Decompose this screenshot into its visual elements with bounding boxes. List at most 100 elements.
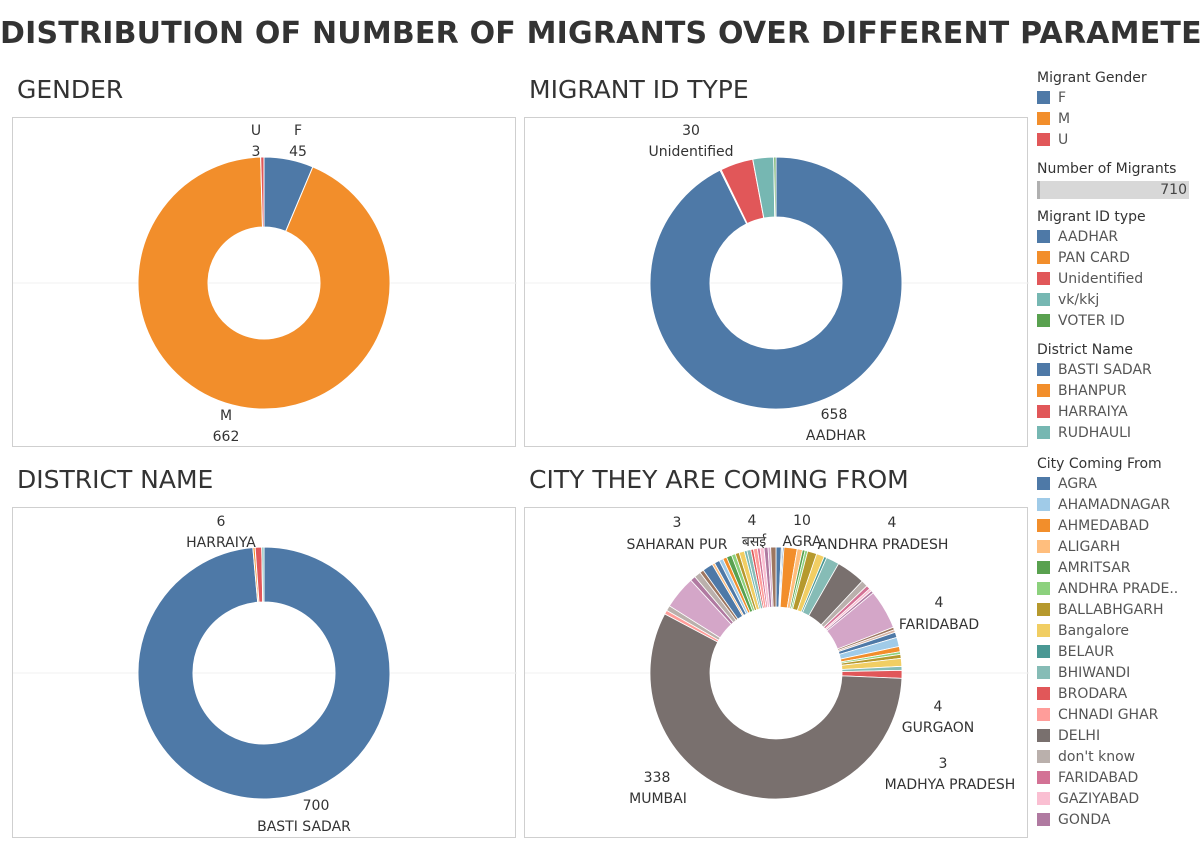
- legend-label: Unidentified: [1058, 271, 1144, 287]
- legend-swatch: [1037, 405, 1050, 418]
- legend-item-idtype[interactable]: Unidentified: [1037, 269, 1197, 290]
- legend-item-city[interactable]: FARIDABAD: [1037, 768, 1197, 789]
- legend-label: GONDA: [1058, 812, 1111, 828]
- gender-slice-m[interactable]: [137, 156, 391, 410]
- legend-item-city[interactable]: ANDHRA PRADE..: [1037, 579, 1197, 600]
- legend-item-city[interactable]: don't know: [1037, 747, 1197, 768]
- city-label-0-value: 3: [673, 515, 682, 531]
- legend-item-district[interactable]: BASTI SADAR: [1037, 360, 1197, 381]
- legend-label: AGRA: [1058, 476, 1097, 492]
- legend-item-gender[interactable]: U: [1037, 130, 1197, 151]
- legend-swatch: [1037, 771, 1050, 784]
- city-label-7-category: MUMBAI: [629, 791, 687, 807]
- legend-size-title: Number of Migrants: [1037, 161, 1177, 177]
- city-slice-51[interactable]: [770, 546, 777, 608]
- legend-idtype-title: Migrant ID type: [1037, 209, 1146, 225]
- label-basti-name: BASTI SADAR: [257, 819, 351, 835]
- legend-label: HARRAIYA: [1058, 404, 1128, 420]
- district-donut-chart[interactable]: 6 HARRAIYA 700 BASTI SADAR: [13, 508, 517, 839]
- legend-item-district[interactable]: BHANPUR: [1037, 381, 1197, 402]
- city-label-4-value: 4: [935, 595, 944, 611]
- legend-item-city[interactable]: BALLABHGARH: [1037, 600, 1197, 621]
- legend-item-gender[interactable]: M: [1037, 109, 1197, 130]
- legend-label: BHIWANDI: [1058, 665, 1131, 681]
- legend-swatch: [1037, 477, 1050, 490]
- legend-item-city[interactable]: CHNADI GHAR: [1037, 705, 1197, 726]
- legend-swatch: [1037, 708, 1050, 721]
- legend-item-idtype[interactable]: vk/kkj: [1037, 290, 1197, 311]
- legend-label: M: [1058, 111, 1071, 127]
- legend-item-city[interactable]: DELHI: [1037, 726, 1197, 747]
- legend-swatch: [1037, 426, 1050, 439]
- label-unidentified-name: Unidentified: [648, 144, 733, 160]
- legend-item-idtype[interactable]: PAN CARD: [1037, 248, 1197, 269]
- gender-slice-u[interactable]: [260, 156, 265, 228]
- legend-swatch: [1037, 813, 1050, 826]
- legend-item-district[interactable]: HARRAIYA: [1037, 402, 1197, 423]
- idtype-section-title: MIGRANT ID TYPE: [529, 75, 749, 104]
- legend-item-gender[interactable]: F: [1037, 88, 1197, 109]
- legend-swatch: [1037, 251, 1050, 264]
- legend-item-city[interactable]: GONDA: [1037, 810, 1197, 831]
- legend-gender-title: Migrant Gender: [1037, 70, 1147, 86]
- legend-item-city[interactable]: GAZIYABAD: [1037, 789, 1197, 810]
- city-label-1-value: 4: [748, 513, 757, 529]
- city-slice-27[interactable]: [649, 613, 903, 800]
- legend-item-city[interactable]: Bangalore: [1037, 621, 1197, 642]
- legend-label: AADHAR: [1058, 229, 1119, 245]
- legend-swatch: [1037, 272, 1050, 285]
- legend-swatch: [1037, 687, 1050, 700]
- city-label-2-value: 10: [793, 513, 811, 529]
- legend-label: ANDHRA PRADE..: [1058, 581, 1179, 597]
- legend-swatch: [1037, 603, 1050, 616]
- label-f-name: F: [294, 123, 302, 139]
- gender-section-title: GENDER: [17, 75, 124, 104]
- city-donut-chart[interactable]: 3 SAHARAN PUR 4 बसई 10 AGRA 4 ANDHRA PRADESH 4 FA…: [525, 508, 1029, 839]
- legend-label: RUDHAULI: [1058, 425, 1132, 441]
- legend-item-city[interactable]: AHMEDABAD: [1037, 516, 1197, 537]
- idtype-slice-aadhar[interactable]: [649, 156, 903, 410]
- legend-item-idtype[interactable]: AADHAR: [1037, 227, 1197, 248]
- legend-label: PAN CARD: [1058, 250, 1130, 266]
- label-u-value: 3: [252, 144, 261, 160]
- legend-label: VOTER ID: [1058, 313, 1125, 329]
- legend-swatch: [1037, 363, 1050, 376]
- legend-item-city[interactable]: AMRITSAR: [1037, 558, 1197, 579]
- city-label-5-value: 4: [934, 699, 943, 715]
- gender-donut-chart[interactable]: U 3 F 45 M 662: [13, 118, 517, 448]
- idtype-slice-voter-id[interactable]: [773, 156, 777, 218]
- legend-swatch: [1037, 561, 1050, 574]
- legend-label: AHMEDABAD: [1058, 518, 1150, 534]
- idtype-donut-chart[interactable]: 30 Unidentified 658 AADHAR: [525, 118, 1029, 448]
- label-f-value: 45: [289, 144, 307, 160]
- legend-item-idtype[interactable]: VOTER ID: [1037, 311, 1197, 332]
- legend-swatch: [1037, 792, 1050, 805]
- district-slice-basti-sadar[interactable]: [137, 546, 391, 800]
- legend-item-district[interactable]: RUDHAULI: [1037, 423, 1197, 444]
- district-slice-rudhauli[interactable]: [261, 546, 265, 603]
- legend-label: DELHI: [1058, 728, 1101, 744]
- label-basti-value: 700: [303, 798, 330, 814]
- legend-item-city[interactable]: AHAMADNAGAR: [1037, 495, 1197, 516]
- legend-item-city[interactable]: BRODARA: [1037, 684, 1197, 705]
- legend-item-city[interactable]: ALIGARH: [1037, 537, 1197, 558]
- city-label-1-category: बसई: [742, 533, 767, 550]
- label-aadhar-name: AADHAR: [806, 428, 866, 444]
- legend-label: BRODARA: [1058, 686, 1128, 702]
- city-label-0-category: SAHARAN PUR: [627, 537, 728, 553]
- city-label-7-value: 338: [644, 770, 671, 786]
- legend-item-city[interactable]: BELAUR: [1037, 642, 1197, 663]
- city-label-3-value: 4: [888, 515, 897, 531]
- city-label-2-category: AGRA: [783, 534, 822, 550]
- legend-swatch: [1037, 133, 1050, 146]
- city-chart-panel: 3 SAHARAN PUR 4 बसई 10 AGRA 4 ANDHRA PRADESH 4 FA…: [524, 507, 1029, 839]
- legend-city-list: AGRA AHAMADNAGAR AHMEDABAD ALIGARH AMRITSAR A…: [1037, 474, 1197, 831]
- legend-swatch: [1037, 750, 1050, 763]
- legend-swatch: [1037, 314, 1050, 327]
- legend-item-city[interactable]: BHIWANDI: [1037, 663, 1197, 684]
- legend-item-city[interactable]: AGRA: [1037, 474, 1197, 495]
- district-section-title: DISTRICT NAME: [17, 465, 214, 494]
- gender-chart-panel: U 3 F 45 M 662: [12, 117, 517, 448]
